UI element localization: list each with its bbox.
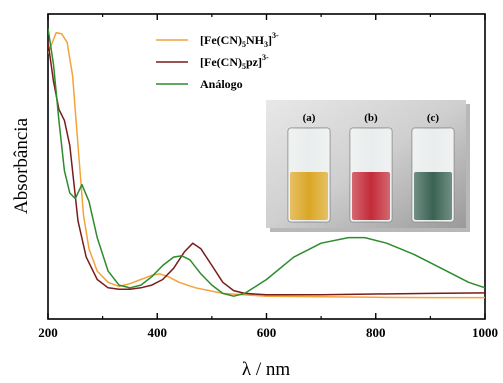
vial-photo-inset: (a) (b) (c) bbox=[266, 100, 470, 232]
vial-label: (a) bbox=[303, 112, 316, 124]
x-axis-label: λ / nm bbox=[242, 359, 290, 380]
x-tick-label: 800 bbox=[366, 325, 386, 340]
vial-layer: (a) (b) (c) bbox=[287, 112, 455, 223]
x-tick-label: 600 bbox=[257, 325, 277, 340]
series-line-2 bbox=[48, 42, 485, 296]
legend-label-3: Análogo bbox=[200, 77, 243, 91]
vial-label: (b) bbox=[364, 112, 378, 124]
tick-layer: 200 400 600 800 1000 bbox=[38, 14, 498, 340]
x-tick-label: 200 bbox=[38, 325, 58, 340]
x-tick-label: 1000 bbox=[472, 325, 498, 340]
legend: [Fe(CN)5NH3]3- [Fe(CN)5pz]3- Análogo bbox=[156, 31, 279, 91]
vial-highlight bbox=[350, 128, 392, 222]
vial-highlight bbox=[288, 128, 330, 222]
series-layer bbox=[48, 28, 485, 299]
legend-label-2: [Fe(CN)5pz]3- bbox=[200, 53, 269, 71]
vial-highlight bbox=[412, 128, 454, 222]
legend-label-1: [Fe(CN)5NH3]3- bbox=[200, 31, 279, 49]
vial-label: (c) bbox=[427, 112, 440, 124]
x-tick-label: 400 bbox=[148, 325, 168, 340]
series-line-1 bbox=[48, 31, 485, 299]
series-line-3 bbox=[48, 28, 485, 297]
y-axis-label: Absorbância bbox=[11, 117, 32, 214]
